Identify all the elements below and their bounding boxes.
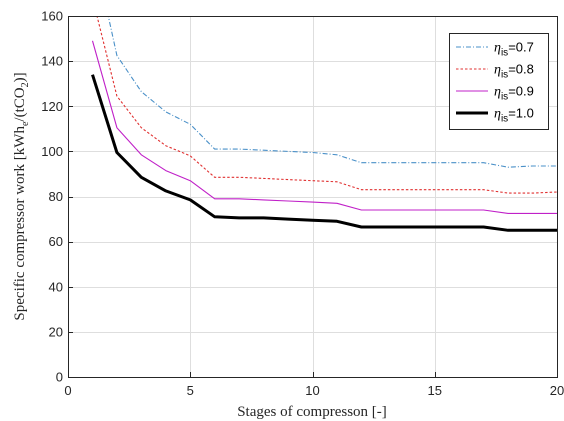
legend-value: =0.7: [508, 40, 534, 55]
y-tick-label: 80: [49, 189, 63, 204]
y-axis-label-main: Specific compressor work [kWh: [12, 126, 28, 321]
x-axis-label: Stages of compresson [-]: [237, 404, 387, 420]
x-tick-label: 10: [305, 383, 319, 398]
y-tick-label: 100: [41, 144, 63, 159]
x-tick-label: 15: [428, 383, 442, 398]
legend-subscript: is: [501, 114, 508, 125]
y-axis-label-end: )]: [12, 72, 28, 82]
legend-label: ηis=0.8: [494, 62, 534, 81]
legend-eta-symbol: η: [494, 107, 501, 122]
series-line-3: [91, 40, 557, 214]
legend-eta-symbol: η: [494, 85, 501, 100]
legend-eta-symbol: η: [494, 41, 501, 56]
legend-label: ηis=0.9: [494, 84, 534, 103]
series-group: [91, 16, 557, 232]
legend-label: ηis=1.0: [494, 106, 534, 125]
y-tick-label: 20: [49, 324, 63, 339]
legend-label: ηis=0.7: [494, 40, 534, 59]
y-axis-label-rest: /(tCO: [12, 87, 28, 121]
x-tick-label: 0: [64, 383, 71, 398]
series-line-1: [107, 16, 557, 168]
y-tick-label: 140: [41, 54, 63, 69]
y-tick-label: 160: [41, 9, 63, 24]
legend-eta-symbol: η: [494, 63, 501, 78]
y-axis-label: Specific compressor work [kWhe/(tCO2)]: [12, 72, 31, 320]
legend-value: =0.8: [508, 62, 534, 77]
y-axis-label-subscript: e: [20, 121, 31, 126]
y-tick-label: 40: [49, 279, 63, 294]
tick-labels: 0 5 10 15 20 0 20 40 60 80 100 120 140 160: [41, 9, 564, 399]
series-line-4: [91, 74, 557, 232]
series-line-2: [96, 16, 557, 194]
legend-subscript: is: [501, 92, 508, 103]
y-tick-label: 0: [56, 370, 63, 385]
y-axis-label-subscript-2: 2: [20, 82, 31, 87]
legend-subscript: is: [501, 70, 508, 81]
legend-subscript: is: [501, 48, 508, 59]
legend-value: =1.0: [508, 106, 534, 121]
y-tick-label: 60: [49, 234, 63, 249]
legend-value: =0.9: [508, 84, 534, 99]
tick-marks: [68, 16, 558, 378]
x-tick-label: 5: [187, 383, 194, 398]
y-tick-label: 120: [41, 99, 63, 114]
x-tick-label: 20: [550, 383, 564, 398]
